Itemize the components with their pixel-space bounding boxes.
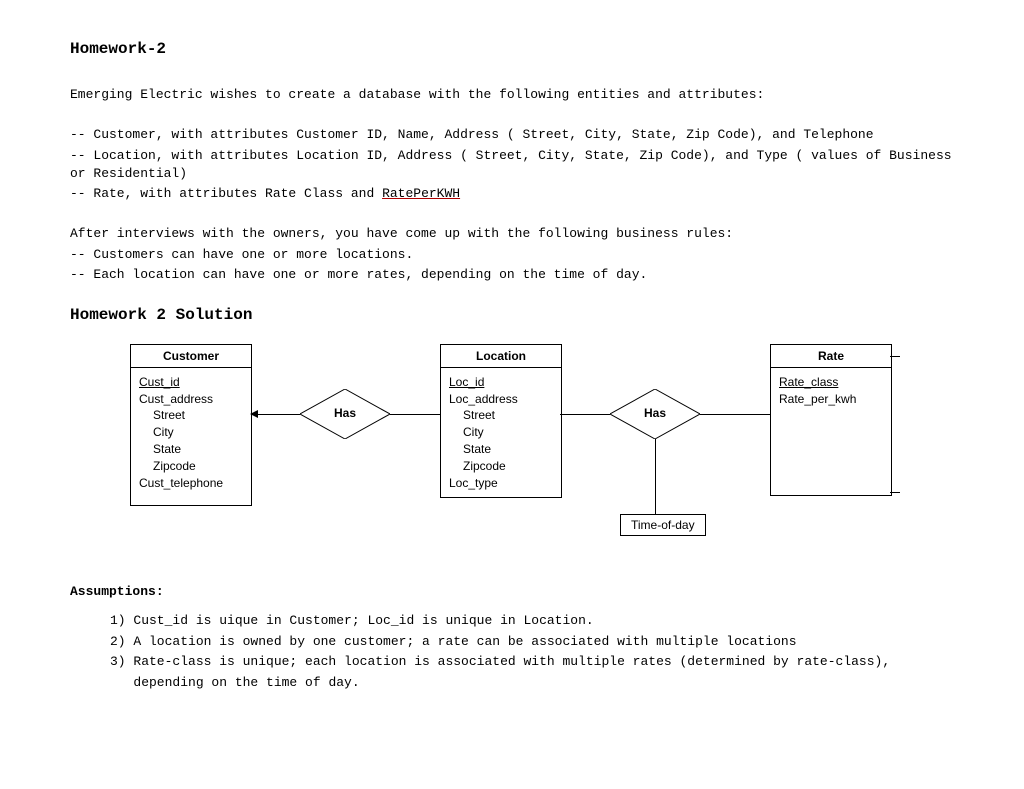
solution-title: Homework 2 Solution bbox=[70, 306, 954, 324]
connector bbox=[390, 414, 440, 415]
rule-1: -- Customers can have one or more locati… bbox=[70, 246, 954, 264]
arrowhead-icon bbox=[250, 410, 258, 418]
attr: State bbox=[449, 441, 553, 458]
connector bbox=[890, 356, 900, 357]
er-diagram: CustomerCust_idCust_addressStreetCitySta… bbox=[130, 344, 980, 564]
attr: City bbox=[449, 424, 553, 441]
attr: Loc_type bbox=[449, 475, 553, 492]
attr: Rate_per_kwh bbox=[779, 391, 883, 408]
attr: Cust_id bbox=[139, 374, 243, 391]
relationship-has-2: Has bbox=[610, 389, 700, 439]
attr: Street bbox=[449, 407, 553, 424]
connector bbox=[890, 492, 900, 493]
attr: Rate_class bbox=[779, 374, 883, 391]
attr: Loc_id bbox=[449, 374, 553, 391]
connector bbox=[560, 414, 610, 415]
assumption-line: 2) A location is owned by one customer; … bbox=[110, 632, 954, 653]
rules-intro: After interviews with the owners, you ha… bbox=[70, 225, 954, 243]
entity-title: Customer bbox=[131, 345, 251, 368]
relationship-label: Has bbox=[610, 406, 700, 420]
attr: State bbox=[139, 441, 243, 458]
assumption-line: 1) Cust_id is uique in Customer; Loc_id … bbox=[110, 611, 954, 632]
entity-body: Loc_idLoc_addressStreetCityStateZipcodeL… bbox=[441, 368, 561, 498]
connector bbox=[700, 414, 770, 415]
homework-title: Homework-2 bbox=[70, 40, 954, 58]
entity-rate: RateRate_classRate_per_kwh bbox=[770, 344, 892, 496]
entity-location: LocationLoc_idLoc_addressStreetCityState… bbox=[440, 344, 562, 499]
connector bbox=[258, 414, 300, 415]
blank2 bbox=[70, 205, 954, 223]
attr: Loc_address bbox=[449, 391, 553, 408]
attr: Cust_telephone bbox=[139, 475, 243, 492]
req-customer: -- Customer, with attributes Customer ID… bbox=[70, 126, 954, 144]
attr: Zipcode bbox=[449, 458, 553, 475]
attr: Cust_address bbox=[139, 391, 243, 408]
intro-text: Emerging Electric wishes to create a dat… bbox=[70, 86, 954, 104]
page: Homework-2 Emerging Electric wishes to c… bbox=[0, 0, 1024, 789]
time-of-day-box: Time-of-day bbox=[620, 514, 706, 536]
attr: Street bbox=[139, 407, 243, 424]
assumptions-list: 1) Cust_id is uique in Customer; Loc_id … bbox=[70, 611, 954, 694]
rateperkwh-underlined: RatePerKWH bbox=[382, 186, 460, 201]
entity-title: Rate bbox=[771, 345, 891, 368]
rule-2: -- Each location can have one or more ra… bbox=[70, 266, 954, 284]
entity-body: Rate_classRate_per_kwh bbox=[771, 368, 891, 414]
blank bbox=[70, 106, 954, 124]
relationship-has-1: Has bbox=[300, 389, 390, 439]
entity-title: Location bbox=[441, 345, 561, 368]
relationship-label: Has bbox=[300, 406, 390, 420]
connector bbox=[655, 439, 656, 514]
assumptions-heading: Assumptions: bbox=[70, 584, 954, 599]
assumption-line: 3) Rate-class is unique; each location i… bbox=[110, 652, 954, 673]
req-location: -- Location, with attributes Location ID… bbox=[70, 147, 954, 183]
attr: City bbox=[139, 424, 243, 441]
attr: Zipcode bbox=[139, 458, 243, 475]
assumption-line: depending on the time of day. bbox=[110, 673, 954, 694]
entity-body: Cust_idCust_addressStreetCityStateZipcod… bbox=[131, 368, 251, 498]
entity-customer: CustomerCust_idCust_addressStreetCitySta… bbox=[130, 344, 252, 506]
req-rate: -- Rate, with attributes Rate Class and … bbox=[70, 185, 954, 203]
